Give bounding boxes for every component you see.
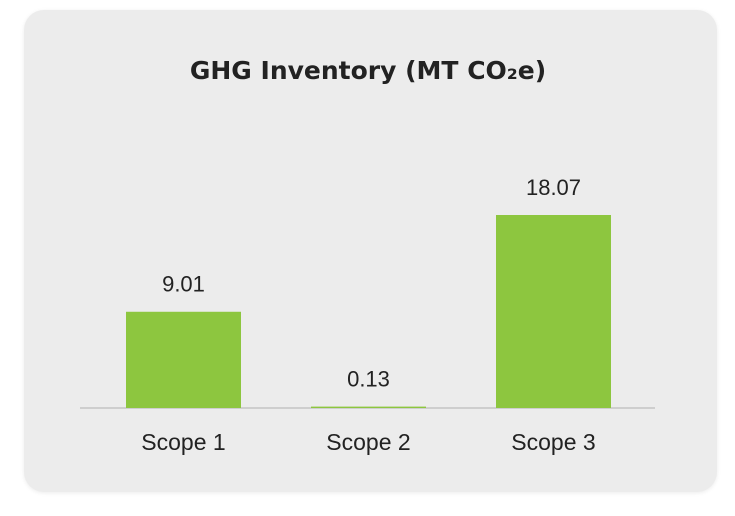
chart-title: GHG Inventory (MT CO₂e) (190, 56, 546, 85)
bar (496, 215, 611, 408)
value-label: 18.07 (526, 175, 581, 200)
x-tick-label: Scope 1 (141, 429, 225, 455)
value-label: 0.13 (347, 366, 390, 391)
value-label: 9.01 (162, 272, 205, 297)
bar (126, 311, 241, 408)
x-tick-label: Scope 3 (511, 429, 595, 455)
x-tick-label: Scope 2 (326, 429, 410, 455)
bar (311, 406, 426, 408)
